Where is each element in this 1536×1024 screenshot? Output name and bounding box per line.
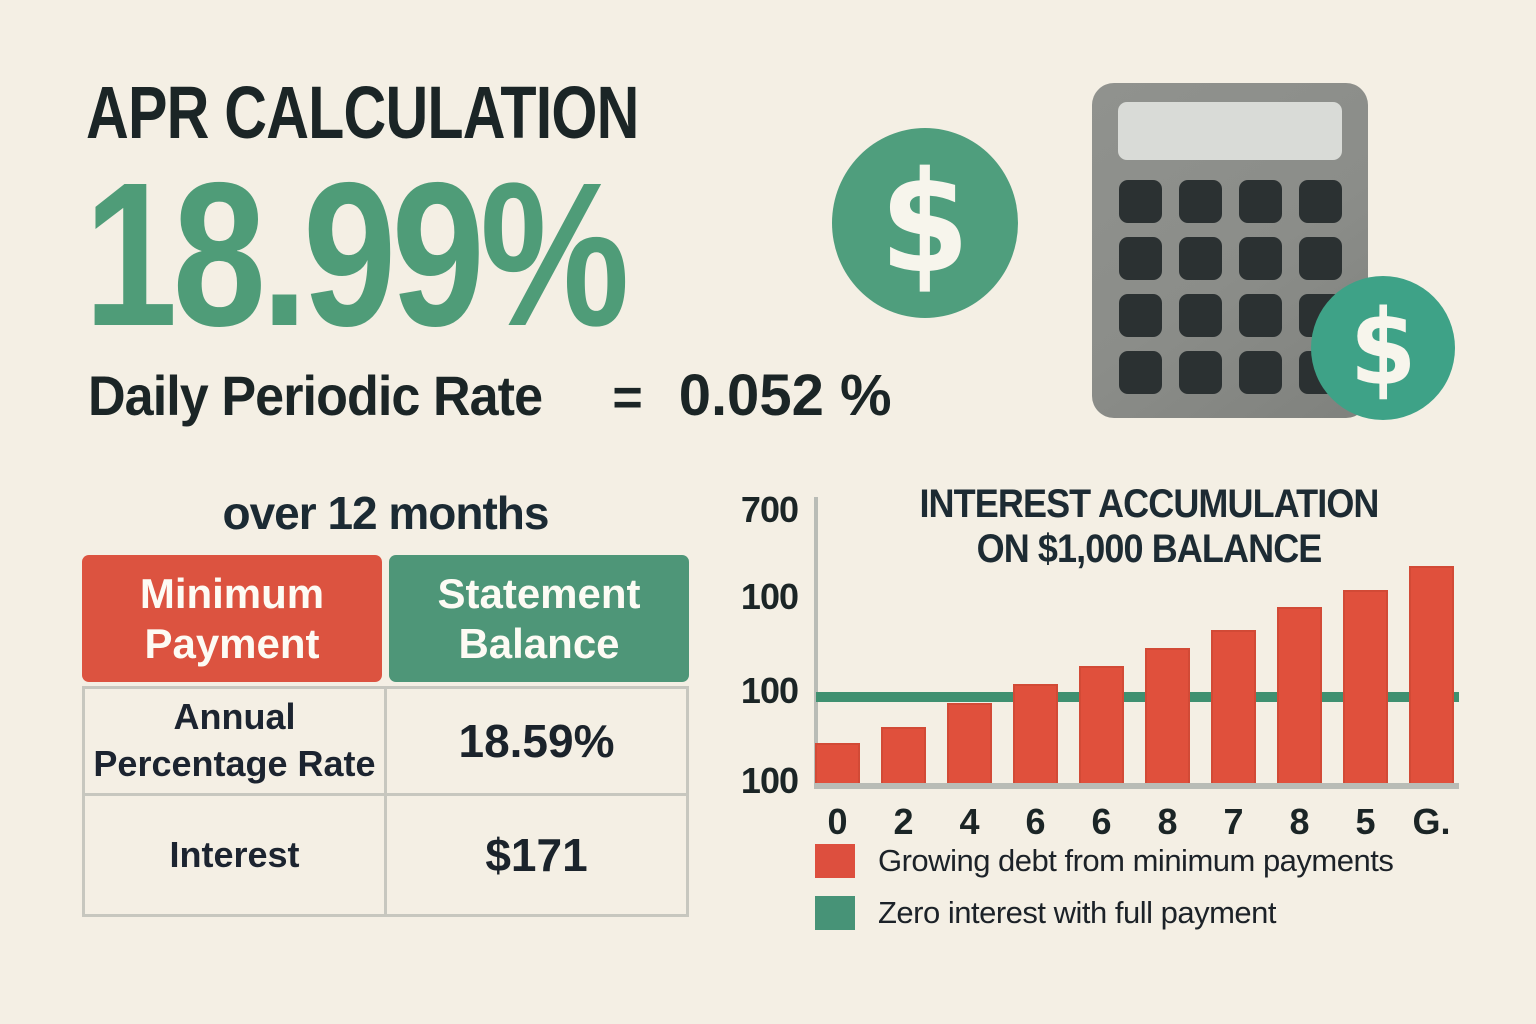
calculator-button	[1299, 180, 1342, 223]
dollar-coin-small-icon: $	[1311, 276, 1455, 420]
table-cell-interest-value: $171	[387, 796, 686, 915]
y-tick-label: 100	[740, 760, 799, 801]
table-cell-apr-value: 18.59%	[387, 689, 686, 794]
calculator-button	[1119, 237, 1162, 280]
table-cell-interest-label: Interest	[85, 796, 384, 915]
x-tick-label: 6	[1025, 801, 1046, 842]
chart-title: INTEREST ACCUMULATION ON $1,000 BALANCE	[919, 482, 1379, 572]
calculator-button	[1179, 351, 1222, 394]
calculator-button	[1119, 351, 1162, 394]
legend-swatch	[815, 844, 855, 878]
bar-month-0	[815, 743, 860, 785]
calculator-button	[1179, 180, 1222, 223]
calculator-button	[1299, 237, 1342, 280]
x-axis-line	[814, 783, 1459, 789]
x-tick-label: G.	[1412, 801, 1451, 842]
calculator-button	[1179, 294, 1222, 337]
bar-month-8	[1277, 607, 1322, 785]
dpr-value: 0.052 %	[678, 363, 892, 428]
calculator-button	[1179, 237, 1222, 280]
calculator-button	[1119, 294, 1162, 337]
x-tick-label: 2	[893, 801, 914, 842]
dollar-sign-glyph: $	[880, 141, 970, 305]
x-tick-label: 0	[827, 801, 848, 842]
table-body: Annual Percentage Rate 18.59% Interest $…	[82, 686, 689, 918]
interest-accumulation-chart: INTEREST ACCUMULATION ON $1,000 BALANCE …	[720, 468, 1520, 998]
table-cell-apr-label: Annual Percentage Rate	[85, 689, 384, 794]
chart-legend: Growing debt from minimum payments Zero i…	[815, 843, 1394, 931]
comparison-table-section: over 12 months Minimum Payment Statement…	[82, 486, 689, 918]
bar-month-7	[1211, 630, 1256, 785]
calculator-button	[1239, 237, 1282, 280]
legend-label: Zero interest with full payment	[878, 895, 1277, 930]
bar-month-5	[1343, 590, 1388, 785]
apr-value: 18.99%	[84, 140, 630, 369]
calculator-button	[1239, 180, 1282, 223]
legend-label: Growing debt from minimum payments	[878, 843, 1394, 878]
dollar-coin-icon: $	[832, 128, 1018, 318]
calculator-button	[1239, 351, 1282, 394]
zero-interest-reference-line	[816, 692, 1459, 702]
daily-periodic-rate-line: Daily Periodic Rate = 0.052 %	[88, 362, 892, 429]
bar-month-G.	[1409, 566, 1454, 785]
calculator-keypad	[1119, 180, 1342, 394]
bar-month-6	[1079, 666, 1124, 785]
table-caption: over 12 months	[222, 487, 550, 539]
x-tick-label: 8	[1289, 801, 1310, 842]
bar-month-6	[1013, 684, 1058, 785]
y-tick-label: 100	[740, 576, 799, 617]
calculator-icon	[1092, 83, 1368, 418]
equals-sign: =	[612, 369, 643, 427]
dpr-label: Daily Periodic Rate	[88, 364, 543, 427]
column-header-statement-balance: Statement Balance	[389, 555, 689, 683]
calculator-display	[1118, 102, 1342, 160]
x-tick-label: 8	[1157, 801, 1178, 842]
calculator-button	[1119, 180, 1162, 223]
column-header-minimum-payment: Minimum Payment	[82, 555, 382, 683]
page-title: APR CALCULATION	[86, 71, 639, 154]
bar-month-8	[1145, 648, 1190, 785]
legend-row: Zero interest with full payment	[815, 895, 1393, 931]
legend-row: Growing debt from minimum payments	[815, 843, 1394, 879]
dollar-sign-glyph: $	[1349, 287, 1417, 409]
x-tick-label: 7	[1223, 801, 1244, 842]
x-tick-label: 5	[1355, 801, 1376, 842]
y-tick-label: 700	[740, 489, 799, 530]
bar-month-2	[881, 727, 926, 785]
bar-month-4	[947, 703, 992, 785]
x-tick-label: 4	[959, 801, 980, 842]
y-axis-line	[814, 497, 818, 787]
legend-swatch	[815, 896, 855, 930]
x-tick-label: 6	[1091, 801, 1112, 842]
calculator-button	[1239, 294, 1282, 337]
y-tick-label: 100	[740, 670, 799, 711]
table-header-row: Minimum Payment Statement Balance	[82, 555, 689, 683]
